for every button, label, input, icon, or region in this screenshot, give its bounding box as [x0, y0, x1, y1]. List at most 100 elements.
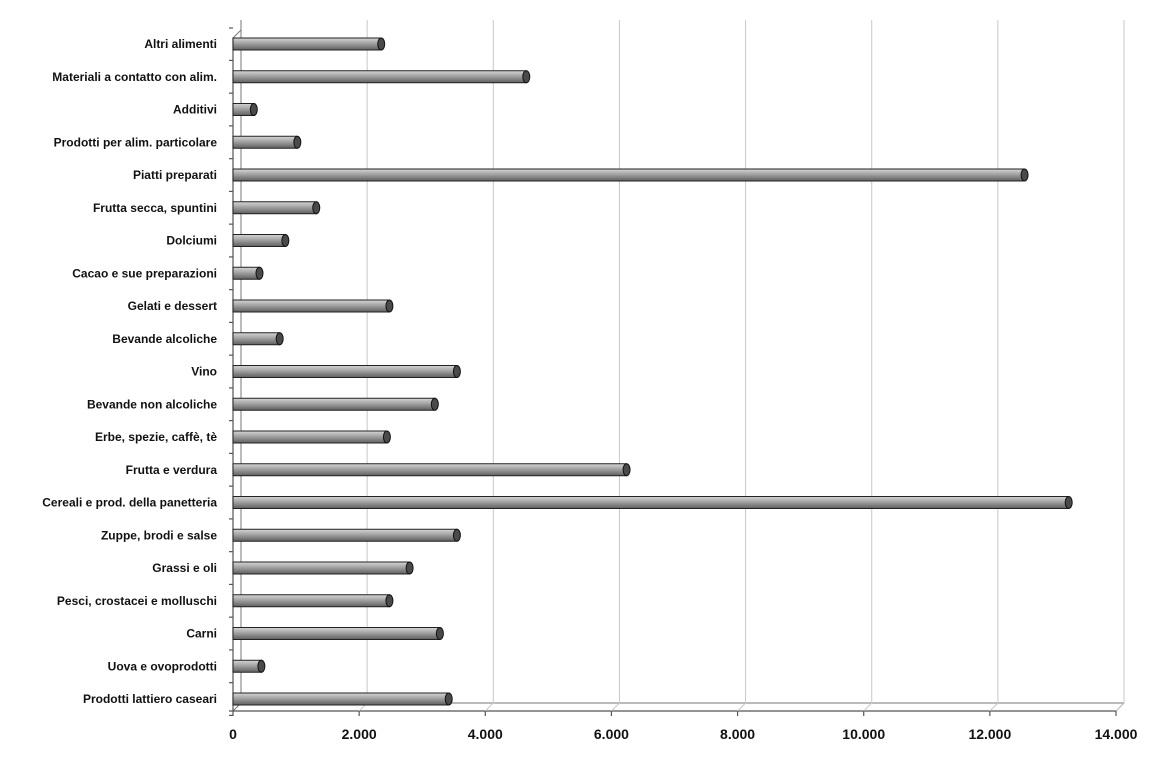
category-label: Gelati e dessert: [128, 299, 217, 313]
bar: [232, 266, 264, 280]
category-label: Zuppe, brodi e salse: [101, 528, 217, 542]
bar-cap: [622, 463, 631, 477]
gridline-floor: [1115, 702, 1125, 712]
bar: [232, 135, 302, 149]
bar: [232, 594, 394, 608]
bar-cap: [275, 332, 284, 346]
bar-body: [232, 135, 298, 149]
gridline-floor: [863, 702, 873, 712]
x-tick-label: 2.000: [342, 726, 377, 742]
bar-body: [232, 201, 317, 215]
bar-body: [232, 528, 458, 542]
bar: [232, 103, 258, 116]
bar-body: [232, 627, 441, 640]
bar: [232, 659, 266, 673]
category-label: Materiali a contatto con alim.: [52, 70, 217, 84]
category-label: Frutta e verdura: [126, 463, 218, 477]
bar-cap: [377, 37, 386, 51]
category-label: Cereali e prod. della panetteria: [42, 496, 217, 510]
top-edge-left: [232, 29, 242, 39]
bar-body: [232, 70, 527, 84]
x-tick-label: 12.000: [968, 726, 1011, 742]
category-label: Piatti preparati: [133, 168, 217, 182]
x-tick-label: 0: [229, 726, 237, 742]
category-label: Erbe, spezie, caffè, tè: [95, 430, 217, 444]
bar: [232, 627, 444, 640]
bar: [232, 299, 394, 313]
bar-body: [232, 365, 458, 378]
bar-body: [232, 561, 411, 575]
category-label: Prodotti per alim. particolare: [54, 135, 218, 149]
x-tick-label: 14.000: [1095, 726, 1138, 742]
bar-body: [232, 496, 1070, 509]
gridline-floor: [737, 702, 746, 712]
gridline-floor: [484, 702, 494, 712]
bar: [232, 234, 290, 247]
gridline-floor: [611, 702, 620, 712]
bar: [232, 37, 386, 51]
bar-body: [232, 332, 281, 346]
bars: [232, 37, 1073, 706]
x-tick-label: 4.000: [468, 726, 503, 742]
bar: [232, 201, 321, 215]
bar-body: [232, 299, 390, 313]
bar-cap: [255, 266, 264, 280]
x-tick-label: 6.000: [594, 726, 629, 742]
bar-cap: [522, 70, 531, 84]
category-label: Dolciumi: [166, 234, 217, 248]
category-label: Frutta secca, spuntini: [93, 201, 217, 215]
bar-body: [232, 37, 382, 51]
category-label: Vino: [191, 365, 217, 379]
bar-body: [232, 168, 1026, 182]
category-label: Additivi: [173, 103, 217, 117]
bar-cap: [281, 234, 290, 247]
category-label: Prodotti lattiero caseari: [83, 692, 217, 706]
bar-body: [232, 234, 286, 247]
category-labels: Altri alimenti Materiali a contatto con a…: [42, 37, 217, 706]
category-label: Uova e ovoprodotti: [108, 659, 217, 673]
bar-cap: [385, 594, 394, 608]
bar: [232, 692, 453, 706]
x-tick-label: 8.000: [720, 726, 755, 742]
bar: [232, 430, 391, 444]
category-label: Altri alimenti: [144, 37, 217, 51]
bar-cap: [1064, 496, 1073, 509]
bar-cap: [249, 103, 258, 116]
bar-body: [232, 430, 388, 444]
category-label: Cacao e sue preparazioni: [72, 266, 217, 280]
bar-cap: [444, 692, 453, 706]
category-label: Carni: [186, 627, 217, 641]
x-axis-ticks: 0 2.000 4.000 6.000 8.000 10.000 12.000 14.000: [229, 711, 1138, 742]
bar-cap: [257, 659, 266, 673]
category-label: Bevande non alcoliche: [87, 397, 217, 411]
category-label: Bevande alcoliche: [112, 332, 217, 346]
bar: [232, 397, 439, 411]
bar-cap: [435, 627, 444, 640]
bar-cap: [385, 299, 394, 313]
bar-cap: [312, 201, 321, 215]
bar: [232, 463, 631, 477]
bar: [232, 168, 1029, 182]
category-label: Pesci, crostacei e molluschi: [57, 594, 217, 608]
bar-body: [232, 692, 450, 706]
gridlines: [358, 20, 1125, 712]
bar-cap: [1020, 168, 1029, 182]
bar-cap: [452, 365, 461, 378]
bar-body: [232, 659, 262, 673]
bar-body: [232, 397, 436, 411]
bar-cap: [382, 430, 391, 444]
bar-cap: [405, 561, 414, 575]
category-label: Grassi e oli: [152, 561, 217, 575]
bar: [232, 496, 1073, 509]
gridline-floor: [989, 702, 999, 712]
bar-cap: [452, 528, 461, 542]
bar: [232, 561, 414, 575]
bar-body: [232, 463, 628, 477]
bar: [232, 365, 461, 378]
x-tick-label: 10.000: [842, 726, 885, 742]
bar-body: [232, 594, 390, 608]
bar: [232, 70, 531, 84]
bar: [232, 528, 461, 542]
bar-cap: [293, 135, 302, 149]
bar: [232, 332, 284, 346]
